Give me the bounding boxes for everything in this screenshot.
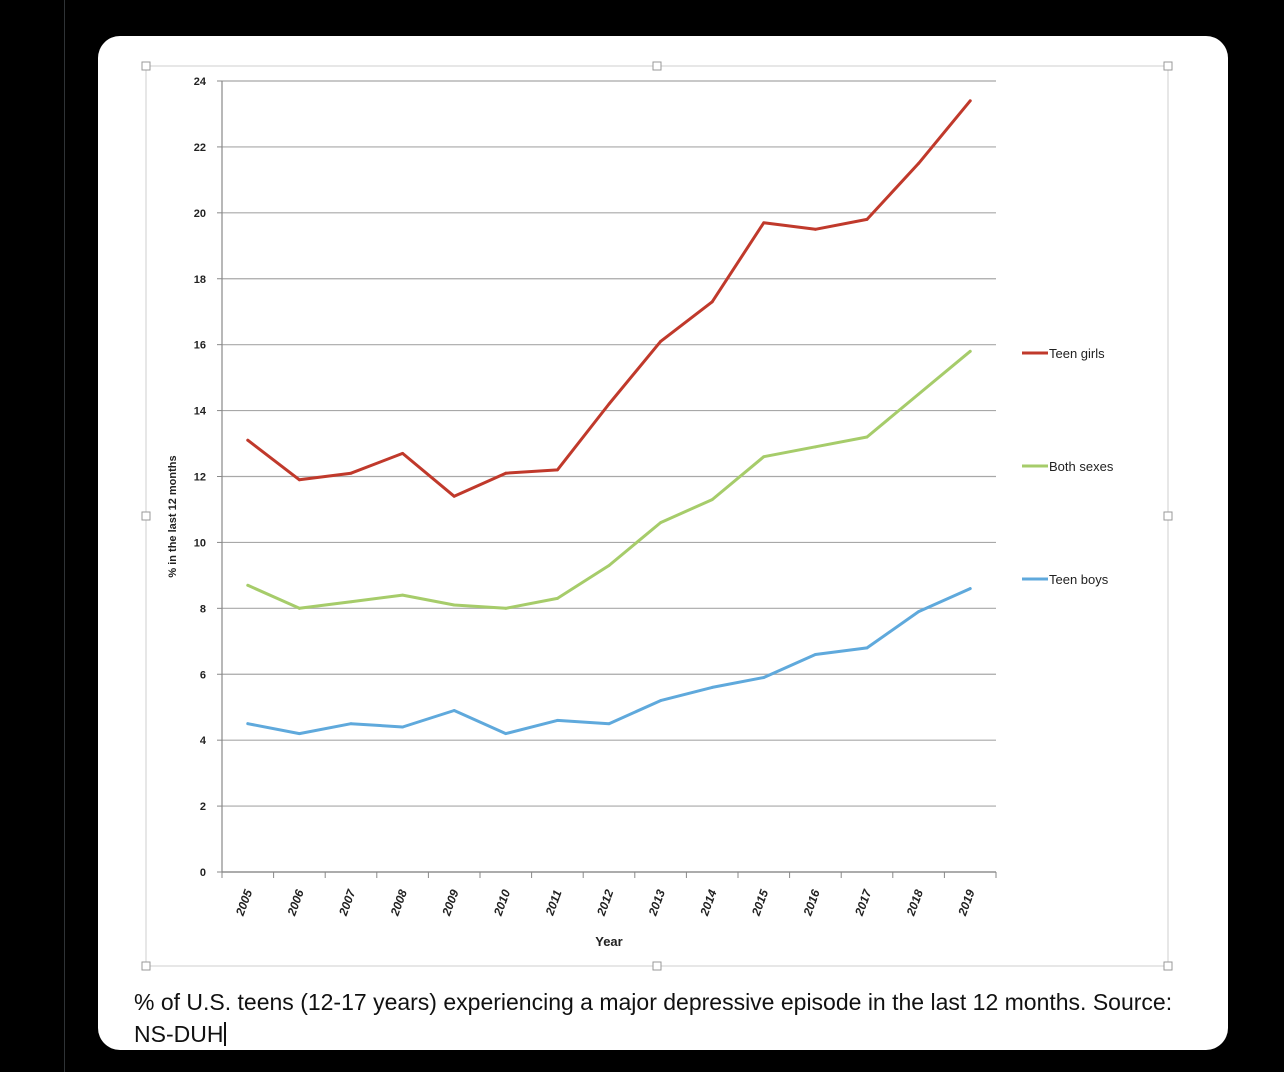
x-tick-label: 2005 — [233, 887, 256, 918]
data-point — [246, 583, 250, 587]
frame-handle-bottom-left[interactable] — [141, 961, 151, 971]
frame-handle-bottom-mid[interactable] — [652, 961, 662, 971]
image-caption: % of U.S. teens (12-17 years) experienci… — [134, 986, 1194, 1050]
data-point — [349, 471, 353, 475]
y-axis-title: % in the last 12 months — [167, 455, 179, 577]
legend-label: Teen boys — [1049, 572, 1109, 587]
y-tick-label: 16 — [194, 340, 206, 352]
data-point — [762, 676, 766, 679]
x-tick-label: 2016 — [800, 887, 823, 918]
frame-handle-mid-right[interactable] — [1163, 511, 1173, 521]
data-point — [504, 606, 508, 610]
x-tick-label: 2015 — [749, 887, 772, 918]
legend: Teen girls Both sexes Teen boys — [1022, 346, 1114, 587]
data-point — [865, 435, 869, 439]
x-tick-label: 2014 — [697, 887, 720, 918]
data-point — [814, 653, 817, 656]
data-point — [710, 686, 714, 689]
data-point — [298, 732, 301, 735]
data-point — [401, 593, 404, 597]
data-point — [917, 161, 920, 165]
text-cursor — [224, 1022, 227, 1046]
timeline-divider — [64, 0, 65, 1072]
data-point — [556, 718, 559, 722]
data-point — [298, 606, 301, 610]
x-tick-label: 2006 — [284, 887, 307, 918]
x-axis-title: Year — [595, 934, 622, 949]
data-point — [814, 445, 817, 449]
gridlines — [222, 80, 996, 873]
y-tick-label: 0 — [200, 867, 206, 879]
caption-text: % of U.S. teens (12-17 years) experienci… — [134, 989, 1173, 1047]
data-point — [504, 732, 508, 735]
data-point — [814, 227, 817, 231]
data-point — [917, 392, 920, 396]
y-tick-label: 10 — [194, 537, 206, 549]
x-tick-label: 2010 — [491, 887, 514, 918]
data-point — [865, 218, 869, 221]
y-tick-label: 22 — [194, 142, 206, 154]
chart-frame[interactable] — [145, 65, 1169, 967]
frame-handle-top-right[interactable] — [1163, 61, 1173, 71]
data-point — [401, 725, 404, 729]
data-point — [762, 455, 766, 459]
data-point — [556, 597, 559, 600]
frame-handle-mid-left[interactable] — [141, 511, 151, 521]
data-point — [968, 99, 972, 103]
y-tick-label: 12 — [194, 472, 206, 484]
x-tick-label: 2007 — [336, 886, 359, 918]
frame-handle-top-mid[interactable] — [652, 61, 662, 71]
x-tick-label: 2008 — [387, 887, 410, 918]
data-point — [349, 722, 353, 726]
data-point — [762, 221, 766, 225]
series-line-both-sexes[interactable] — [246, 349, 972, 610]
data-point — [607, 722, 611, 726]
legend-label: Teen girls — [1049, 346, 1105, 361]
media-card[interactable]: 0 2 4 6 8 10 12 14 16 18 20 22 24 2005 2006 2007 2008 200… — [98, 36, 1228, 1050]
data-series — [246, 99, 972, 736]
data-point — [607, 402, 611, 406]
data-point — [659, 699, 662, 703]
series-line-teen-boys[interactable] — [246, 587, 972, 736]
y-tick-label: 4 — [200, 735, 207, 747]
data-point — [607, 564, 611, 567]
y-tick-label: 8 — [200, 603, 206, 615]
y-tick-label: 6 — [200, 669, 206, 681]
data-point — [246, 722, 250, 726]
y-tick-label: 18 — [194, 274, 206, 286]
data-point — [349, 600, 353, 604]
x-tick-label: 2012 — [594, 887, 617, 918]
x-tick-label: 2018 — [903, 887, 926, 918]
data-point — [556, 468, 559, 472]
data-point — [968, 349, 972, 353]
x-tick-label: 2019 — [955, 887, 978, 918]
y-tick-label: 20 — [194, 208, 206, 220]
data-point — [452, 494, 456, 498]
y-tick-label: 24 — [194, 76, 207, 88]
frame-handle-top-left[interactable] — [141, 61, 151, 71]
data-point — [401, 452, 404, 455]
data-point — [246, 438, 250, 442]
data-point — [917, 610, 920, 614]
x-tick-label: 2017 — [852, 886, 875, 918]
data-point — [298, 478, 301, 482]
y-tick-label: 14 — [194, 406, 207, 418]
x-tick-label: 2013 — [645, 887, 668, 918]
legend-label: Both sexes — [1049, 459, 1114, 474]
y-tick-label: 2 — [200, 801, 206, 813]
frame-handle-bottom-right[interactable] — [1163, 961, 1173, 971]
data-point — [659, 339, 662, 343]
data-point — [710, 300, 714, 304]
data-point — [865, 646, 869, 650]
data-point — [452, 709, 456, 712]
data-point — [710, 498, 714, 501]
data-point — [968, 587, 972, 590]
x-tick-label: 2009 — [439, 887, 462, 918]
data-point — [504, 471, 508, 475]
x-tick-label: 2011 — [542, 888, 564, 918]
data-point — [452, 603, 456, 607]
data-point — [659, 521, 662, 525]
